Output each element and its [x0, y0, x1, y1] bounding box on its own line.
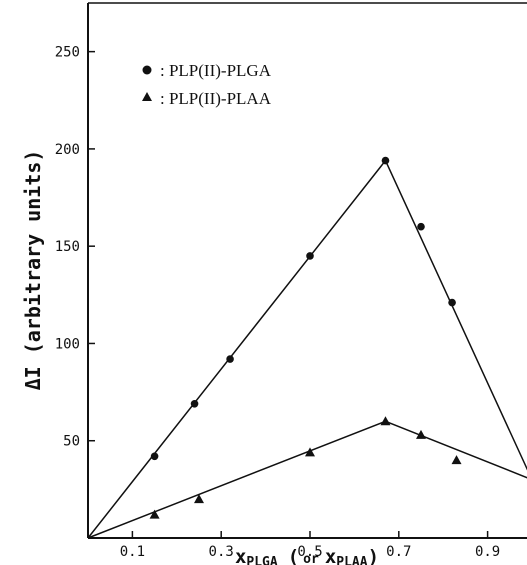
y-axis-title: ΔI (arbitrary units) [21, 150, 45, 391]
y-ticks: 50 100 150 200 250 [55, 45, 95, 450]
x-axis-title-sub2: PLAA [336, 555, 367, 565]
x-tick-label: 0.1 [120, 544, 145, 560]
x-axis-title: xPLGA(or xPLAA) [235, 546, 379, 565]
data-point [226, 355, 234, 363]
series-layer [87, 156, 527, 539]
x-ticks: 0.1 0.3 0.5 0.7 0.9 [120, 531, 500, 560]
y-tick-label: 200 [55, 142, 80, 158]
legend-label-plaa: : PLP(II)-PLAA [160, 89, 272, 108]
legend-label-plga: : PLP(II)-PLGA [160, 61, 272, 80]
legend-circle-marker [142, 65, 152, 75]
fit-line [87, 420, 527, 539]
data-point [194, 494, 204, 504]
fit-line [87, 159, 527, 539]
legend-entry-plga: : PLP(II)-PLGA [142, 61, 272, 80]
data-point [417, 222, 425, 231]
data-point [306, 252, 314, 260]
data-point [305, 447, 315, 457]
x-axis-title-sub: PLGA [246, 555, 277, 565]
plot-frame [87, 2, 527, 539]
y-tick-label: 50 [63, 434, 80, 450]
data-point [381, 156, 390, 165]
series-plga [87, 156, 527, 539]
data-point [380, 416, 391, 426]
data-point [149, 509, 160, 519]
x-tick-label: 0.7 [386, 544, 411, 560]
x-axis-title-main: x [235, 546, 246, 565]
x-tick-label: 0.3 [209, 544, 234, 560]
x-axis-title-paren-open: ( [288, 546, 299, 565]
y-tick-label: 100 [55, 336, 80, 352]
data-point [416, 429, 426, 439]
x-tick-label: 0.9 [475, 544, 500, 560]
data-point [190, 399, 199, 408]
x-tick-label: 0.5 [297, 544, 322, 560]
data-point [448, 298, 456, 307]
x-axis-title-paren-close: ) [368, 546, 379, 565]
legend-triangle-marker [142, 92, 152, 101]
data-point [451, 455, 462, 465]
y-tick-label: 250 [55, 45, 80, 61]
legend-entry-plaa: : PLP(II)-PLAA [142, 89, 272, 108]
x-axis-title-or: or [303, 552, 319, 565]
y-tick-label: 150 [55, 239, 80, 255]
x-axis-title-main2: x [325, 546, 336, 565]
data-point [150, 452, 159, 461]
legend: : PLP(II)-PLGA : PLP(II)-PLAA [142, 61, 272, 108]
series-plaa [87, 416, 527, 539]
